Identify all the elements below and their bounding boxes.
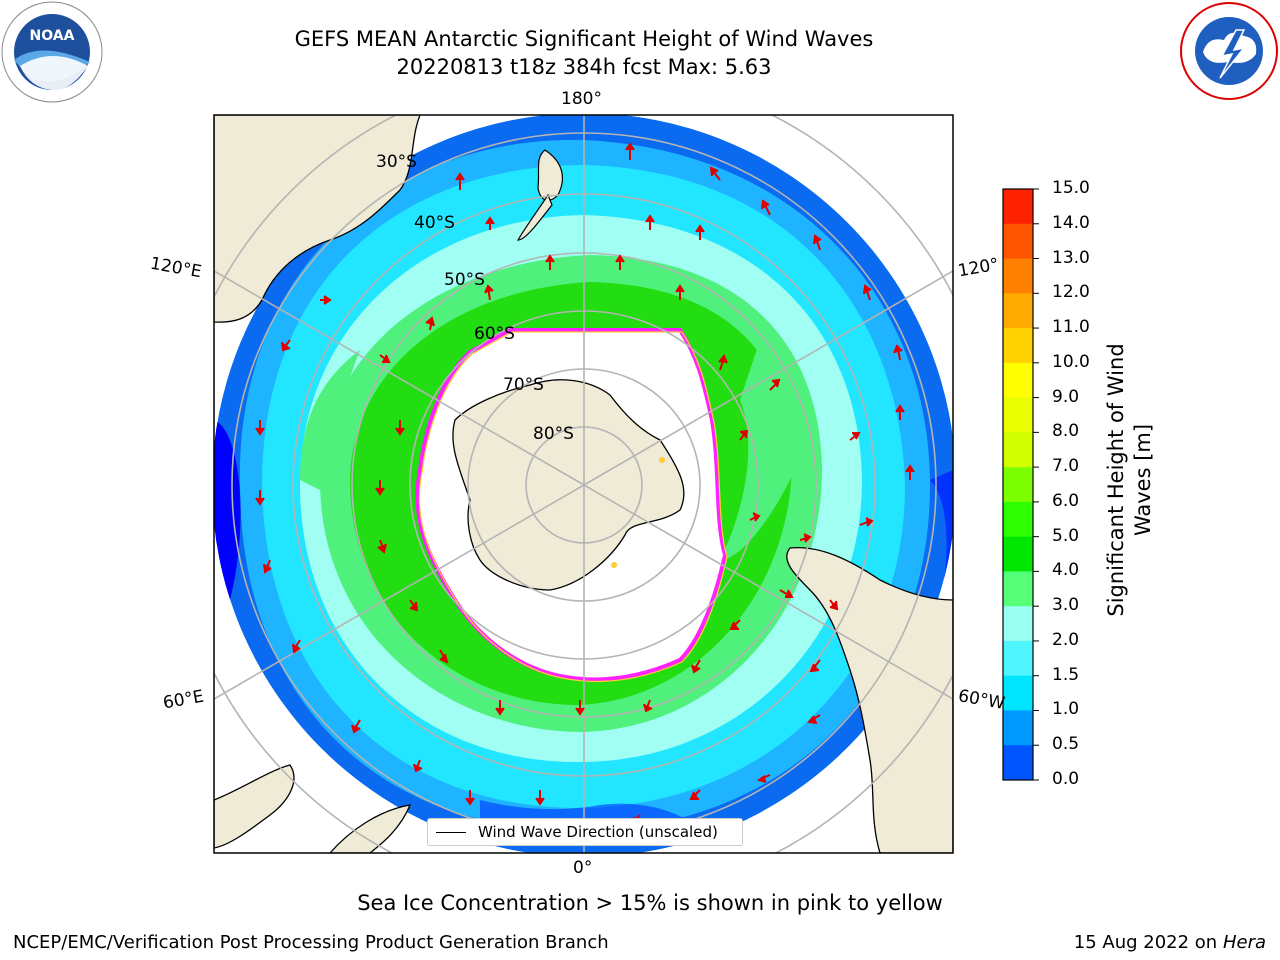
colorbar-segment	[1003, 223, 1033, 260]
colorbar-tick-label: 1.5	[1052, 664, 1080, 685]
colorbar-segment	[1003, 293, 1033, 329]
colorbar-tick-label: 8.0	[1052, 421, 1080, 442]
footer-credit: NCEP/EMC/Verification Post Processing Pr…	[13, 932, 609, 953]
colorbar-segment	[1003, 571, 1033, 607]
colorbar-segment	[1003, 745, 1033, 781]
colorbar-segment	[1003, 710, 1033, 746]
colorbar-label-line2: Waves [m]	[1131, 424, 1155, 536]
colorbar-segment	[1003, 432, 1033, 468]
colorbar-segment	[1003, 189, 1033, 225]
colorbar-tick-label: 12.0	[1052, 282, 1090, 303]
lat-label-40s: 40°S	[414, 213, 455, 233]
svg-text:NOAA: NOAA	[30, 28, 75, 44]
colorbar-tick-label: 5.0	[1052, 525, 1080, 546]
colorbar-tick-label: 14.0	[1052, 212, 1090, 233]
colorbar-tick-label: 1.0	[1052, 699, 1080, 720]
legend-label: Wind Wave Direction (unscaled)	[478, 823, 718, 841]
colorbar-tick-label: 3.0	[1052, 595, 1080, 616]
colorbar	[1002, 188, 1039, 781]
colorbar-segment	[1003, 640, 1033, 677]
colorbar-tick-label: 11.0	[1052, 317, 1090, 338]
colorbar-segment	[1003, 501, 1033, 538]
lat-label-50s: 50°S	[444, 270, 485, 290]
map-legend: Wind Wave Direction (unscaled)	[427, 818, 743, 846]
colorbar-tick-label: 10.0	[1052, 351, 1090, 372]
colorbar-tick-label: 6.0	[1052, 490, 1080, 511]
lat-label-70s: 70°S	[503, 375, 544, 395]
colorbar-segment	[1003, 328, 1033, 364]
ice-note-text: Sea Ice Concentration > 15% is shown in …	[357, 891, 943, 915]
chart-title: GEFS MEAN Antarctic Significant Height o…	[294, 27, 874, 51]
colorbar-tick-label: 9.0	[1052, 386, 1080, 407]
colorbar-tick-label: 2.0	[1052, 629, 1080, 650]
legend-line-icon	[436, 832, 466, 833]
colorbar-border	[1002, 188, 1034, 781]
meridian-label-bottom: 0°	[573, 858, 593, 878]
colorbar-tick-label: 0.5	[1052, 734, 1080, 755]
lat-label-60s: 60°S	[474, 324, 515, 344]
colorbar-tick-label: 0.0	[1052, 769, 1080, 789]
colorbar-segment	[1003, 536, 1033, 572]
noaa-logo-icon: NOAA	[1, 1, 103, 103]
lat-label-80s: 80°S	[533, 424, 574, 444]
colorbar-tick-label: 7.0	[1052, 456, 1080, 477]
colorbar-segment	[1003, 467, 1033, 503]
colorbar-segment	[1003, 397, 1033, 433]
footer-host: Hera	[1222, 932, 1266, 953]
colorbar-label: Significant Height of Wind Waves [m]	[1104, 343, 1155, 616]
lat-label-30s: 30°S	[376, 152, 417, 172]
colorbar-tick-label: 13.0	[1052, 247, 1090, 268]
colorbar-segment	[1003, 606, 1033, 642]
nws-logo-icon	[1180, 2, 1278, 100]
colorbar-tick-label: 4.0	[1052, 560, 1080, 581]
colorbar-segment	[1003, 362, 1033, 399]
chart-subtitle: 20220813 t18z 384h fcst Max: 5.63	[396, 55, 772, 79]
footer-date-text: 15 Aug 2022 on	[1073, 932, 1218, 953]
meridian-label-top: 180°	[561, 89, 602, 109]
colorbar-segment	[1003, 675, 1033, 711]
ice-note: Sea Ice Concentration > 15% is shown in …	[0, 891, 1280, 915]
colorbar-label-line1: Significant Height of Wind	[1104, 343, 1128, 616]
colorbar-tick-label: 15.0	[1052, 178, 1090, 198]
colorbar-segment	[1003, 258, 1033, 294]
footer-date: 15 Aug 2022 on Hera	[1074, 932, 1266, 953]
